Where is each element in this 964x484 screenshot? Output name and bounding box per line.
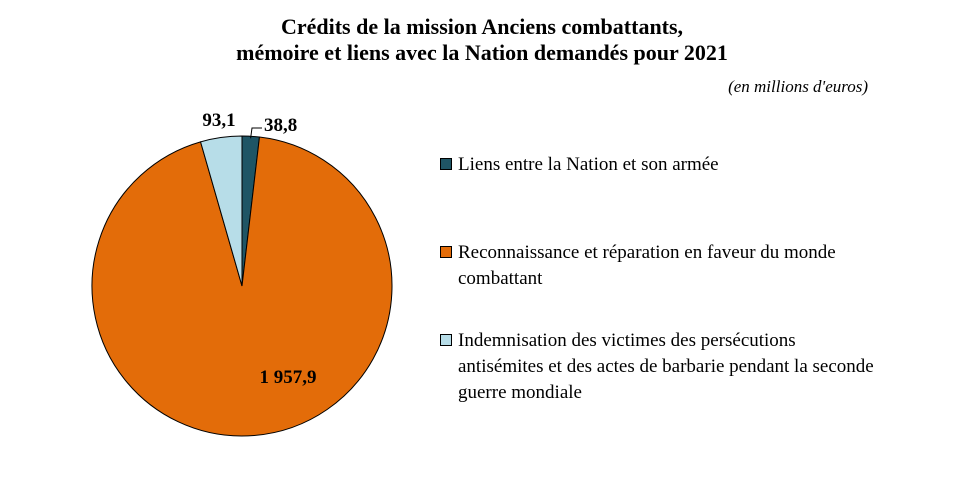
- legend-item-reconnaissance: Reconnaissance et réparation en faveur d…: [440, 240, 880, 292]
- pie-slice-reconnaissance: [91, 136, 393, 437]
- legend-swatch-reconnaissance: [440, 246, 452, 258]
- chart-unit-subtitle: (en millions d'euros): [728, 77, 868, 96]
- data-label-reconnaissance: 1 957,9: [260, 367, 317, 388]
- legend-label-indemnisation: Indemnisation des victimes des persécuti…: [458, 330, 874, 403]
- legend-label-liens-nation: Liens entre la Nation et son armée: [458, 154, 719, 175]
- chart-title-line-2: mémoire et liens avec la Nation demandés…: [236, 40, 728, 65]
- data-label-liens-nation: 38,8: [264, 115, 297, 136]
- leader-line-liens-nation: [250, 127, 262, 139]
- pie-slice-indemnisation: [199, 135, 243, 287]
- legend-swatch-liens-nation: [440, 158, 452, 170]
- data-label-indemnisation: 93,1: [202, 110, 235, 131]
- legend-item-indemnisation: Indemnisation des victimes des persécuti…: [440, 328, 880, 406]
- legend-swatch-indemnisation: [440, 334, 452, 346]
- chart-title-line-1: Crédits de la mission Anciens combattant…: [280, 14, 684, 39]
- legend-label-reconnaissance: Reconnaissance et réparation en faveur d…: [458, 242, 836, 289]
- legend-item-liens-nation: Liens entre la Nation et son armée: [440, 152, 880, 178]
